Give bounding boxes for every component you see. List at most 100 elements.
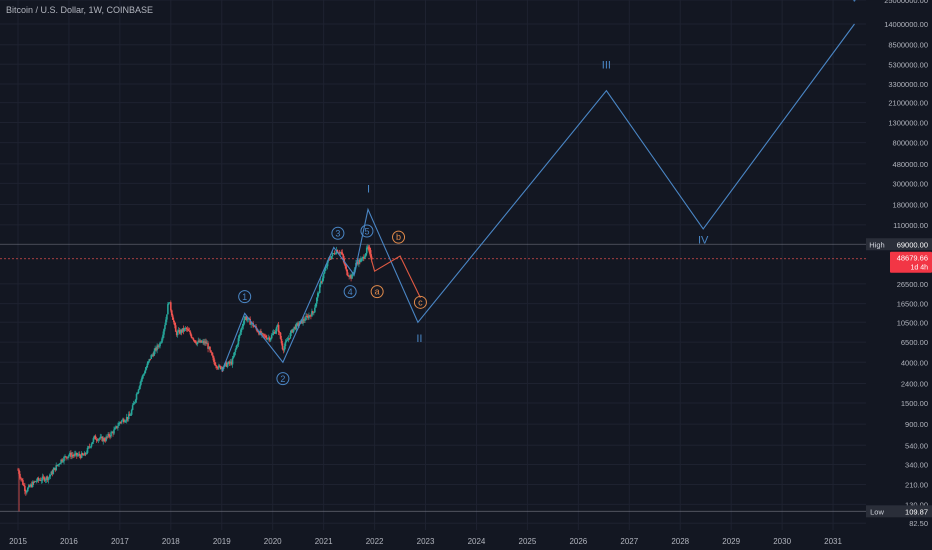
candle-body <box>313 312 315 314</box>
candle-body <box>45 476 48 480</box>
wave-blue-path[interactable] <box>221 23 855 372</box>
candle-body <box>90 444 93 447</box>
y-tick-label: 82.50 <box>909 519 928 528</box>
candle-body <box>144 369 147 374</box>
candle-body <box>329 259 332 260</box>
candle-body <box>290 329 293 333</box>
wave-label-IV: IV <box>698 235 709 247</box>
candle-body <box>243 318 246 324</box>
x-axis[interactable]: 2015 2016 2017 2018 2019 2020 2021 2022 2023 2024… <box>9 537 842 546</box>
y-tick-label: 26500.00 <box>897 280 928 289</box>
candle-body <box>157 345 159 347</box>
correction-label-c: c <box>418 297 423 307</box>
candle-body <box>151 354 154 356</box>
elliott-wave-drawings[interactable] <box>221 23 855 372</box>
candle-body <box>304 320 306 321</box>
candle-body <box>124 420 127 422</box>
candle-body <box>28 485 31 487</box>
candle-body <box>17 469 19 471</box>
candle-body <box>246 319 249 321</box>
candle-body <box>160 342 162 344</box>
candle-body <box>268 337 271 341</box>
candle-body <box>218 365 220 369</box>
y-tick-label: 3300000.00 <box>888 80 928 89</box>
candle-body <box>364 253 367 257</box>
candle-body <box>194 340 197 343</box>
candle-body <box>55 465 58 471</box>
candle-body <box>234 349 237 352</box>
candle-body <box>38 479 41 481</box>
candle-body <box>173 322 176 326</box>
symbol-title: Bitcoin / U.S. Dollar, 1W, COINBASE <box>6 5 153 15</box>
candle-body <box>178 329 181 334</box>
candle-body <box>275 327 278 331</box>
candle-body <box>276 324 279 328</box>
candle-body <box>270 334 273 339</box>
candle-body <box>116 426 118 428</box>
candle-body <box>130 409 133 415</box>
candle-body <box>321 278 324 282</box>
candle-body <box>123 421 126 423</box>
candle-body <box>262 333 264 335</box>
candle-body <box>122 419 124 421</box>
x-tick-label: 2024 <box>468 537 486 546</box>
candle-body <box>30 484 33 487</box>
candle-body <box>135 394 138 400</box>
current-price-countdown: 1d 4h <box>910 265 928 272</box>
candle-body <box>102 438 105 442</box>
candle-body <box>191 337 194 339</box>
candle-body <box>100 436 103 438</box>
candle-body <box>138 386 141 390</box>
candle-body <box>333 253 336 255</box>
candle-body <box>58 464 60 465</box>
candle-body <box>359 259 361 263</box>
candle-body <box>306 316 308 317</box>
candle-body <box>182 328 185 331</box>
candle-body <box>316 293 319 298</box>
wave-label-II: II <box>416 333 422 345</box>
candle-body <box>118 422 120 426</box>
candle-body <box>165 319 167 326</box>
candle-body <box>315 297 318 304</box>
y-tick-label: 480000.00 <box>893 160 928 169</box>
candle-body <box>323 270 326 274</box>
candle-body <box>296 323 298 325</box>
candle-body <box>149 358 152 360</box>
candle-body <box>350 275 352 279</box>
subwave-label-4: 4 <box>348 287 353 297</box>
subwave-circle <box>343 285 357 299</box>
candle-body <box>189 331 192 335</box>
high-label: High <box>869 240 884 249</box>
candle-body <box>61 459 63 462</box>
candle-body <box>295 323 298 330</box>
candle-body <box>104 440 106 442</box>
candle-body <box>140 379 143 382</box>
candle-body <box>171 315 174 320</box>
candle-body <box>340 252 343 253</box>
candle-body <box>69 452 71 456</box>
candle-body <box>162 334 164 339</box>
candle-body <box>80 453 83 458</box>
candle-body <box>35 480 38 482</box>
candle-body <box>171 310 173 316</box>
candle-body <box>27 485 30 488</box>
candle-body <box>193 339 196 341</box>
candle-body <box>119 422 121 423</box>
candle-body <box>79 455 82 458</box>
wave-red-path[interactable] <box>367 247 421 298</box>
y-axis[interactable]: 25000000.00 14000000.00 8500000.00 5300000.… <box>884 0 928 528</box>
candle-body <box>92 438 95 442</box>
y-tick-label: 1500.00 <box>901 399 928 408</box>
candle-body <box>51 471 54 474</box>
candle-body <box>322 273 325 279</box>
candle-body <box>269 338 272 341</box>
wave-label-I: I <box>367 184 370 196</box>
candle-body <box>132 403 135 406</box>
candle-body <box>133 402 136 404</box>
candle-body <box>287 338 290 341</box>
candle-body <box>206 343 208 345</box>
candle-body <box>190 334 193 338</box>
candle-body <box>175 331 178 336</box>
y-tick-label: 2400.00 <box>901 379 928 388</box>
